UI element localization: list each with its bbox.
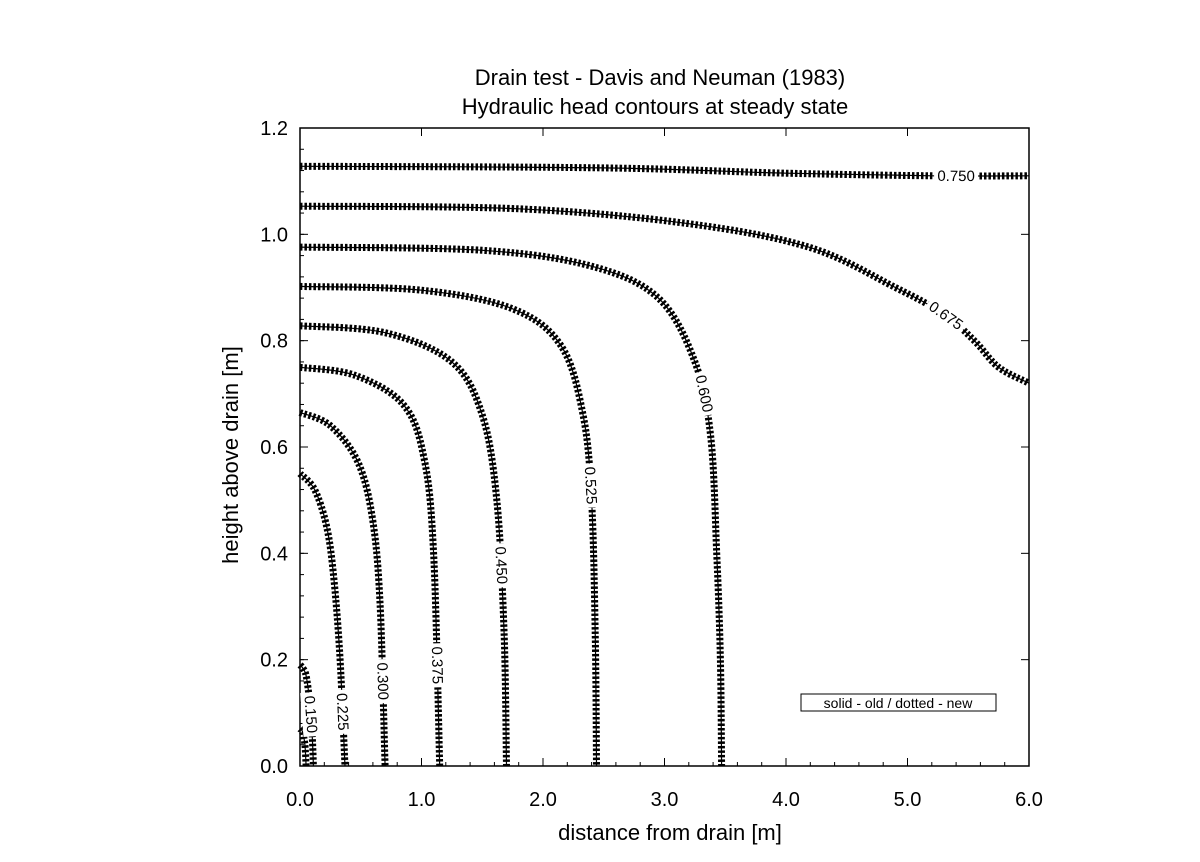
axis-ticks: 0.0 1.0 2.0 3.0 4.0 5.0 6.0 0.0 0.2 0.4 0.6 0.8 1.0 1… bbox=[260, 118, 1043, 811]
contour-line-old bbox=[299, 664, 314, 767]
contour-line-old bbox=[299, 366, 441, 767]
contour-label-text: 0.150 bbox=[300, 695, 320, 734]
contour-labels: 0.150 0.225 0.300 0.375 0.450 0.525 0.600 0.675… bbox=[300, 166, 979, 738]
contour-line-old bbox=[299, 325, 508, 767]
contour-label: 0.600 bbox=[690, 370, 718, 417]
contour-label-bg bbox=[332, 689, 353, 735]
x-tick-label: 3.0 bbox=[651, 789, 679, 811]
contour-line-old bbox=[299, 285, 598, 767]
contour-line-new bbox=[299, 363, 444, 767]
y-tick-label: 1.2 bbox=[260, 118, 288, 140]
contour-label: 0.375 bbox=[427, 643, 447, 688]
contour-label-bg bbox=[300, 691, 322, 738]
legend-text: solid - old / dotted - new bbox=[824, 695, 974, 711]
x-tick-label: 2.0 bbox=[529, 789, 557, 811]
legend-box: solid - old / dotted - new bbox=[800, 693, 997, 712]
x-axis-label: distance from drain [m] bbox=[558, 820, 782, 845]
contour-label-text: 0.225 bbox=[333, 693, 352, 731]
contour-label: 0.675 bbox=[922, 295, 970, 336]
y-tick-label: 1.0 bbox=[260, 224, 288, 246]
contour-label-bg bbox=[491, 542, 512, 588]
contour-label: 0.225 bbox=[332, 689, 353, 735]
contour-label-bg bbox=[922, 295, 970, 336]
chart-title: Drain test - Davis and Neuman (1983) bbox=[475, 65, 846, 90]
x-tick-label: 0.0 bbox=[286, 789, 314, 811]
y-tick-label: 0.0 bbox=[260, 756, 288, 778]
contour-label-text: 0.750 bbox=[937, 168, 975, 185]
contour-label-text: 0.675 bbox=[925, 298, 965, 334]
contour-line-new bbox=[299, 202, 1031, 387]
y-axis-label: height above drain [m] bbox=[218, 346, 243, 564]
contour-label: 0.450 bbox=[491, 542, 512, 588]
contour-label: 0.300 bbox=[373, 658, 393, 704]
contour-label-text: 0.375 bbox=[428, 646, 446, 684]
contour-label-bg bbox=[690, 370, 718, 417]
contour-label: 0.750 bbox=[934, 166, 979, 186]
x-tick-label: 1.0 bbox=[408, 789, 436, 811]
contour-lines bbox=[297, 162, 1031, 767]
x-tick-label: 4.0 bbox=[772, 789, 800, 811]
contour-label-text: 0.600 bbox=[692, 374, 716, 414]
contour-label-bg bbox=[427, 643, 447, 688]
y-tick-label: 0.8 bbox=[260, 331, 288, 353]
contour-line-old bbox=[299, 205, 1030, 384]
contour-label-text: 0.525 bbox=[581, 466, 600, 504]
contour-label: 0.525 bbox=[580, 463, 602, 508]
y-tick-label: 0.4 bbox=[260, 543, 288, 565]
contour-line-new bbox=[299, 162, 1030, 180]
y-tick-label: 0.2 bbox=[260, 650, 288, 672]
contour-label-bg bbox=[934, 166, 979, 186]
x-tick-label: 6.0 bbox=[1015, 789, 1043, 811]
contour-label-text: 0.300 bbox=[373, 662, 391, 700]
contour-line-old bbox=[299, 246, 723, 767]
contour-line-old bbox=[299, 473, 346, 767]
chart-subtitle: Hydraulic head contours at steady state bbox=[462, 94, 848, 119]
x-tick-label: 5.0 bbox=[894, 789, 922, 811]
contour-label-text: 0.450 bbox=[491, 546, 510, 584]
contour-label-bg bbox=[373, 658, 393, 704]
contour-label-bg bbox=[580, 463, 602, 508]
y-tick-label: 0.6 bbox=[260, 437, 288, 459]
contour-label: 0.150 bbox=[300, 691, 322, 738]
contour-line-new bbox=[299, 243, 726, 767]
contour-line-new bbox=[299, 322, 510, 767]
